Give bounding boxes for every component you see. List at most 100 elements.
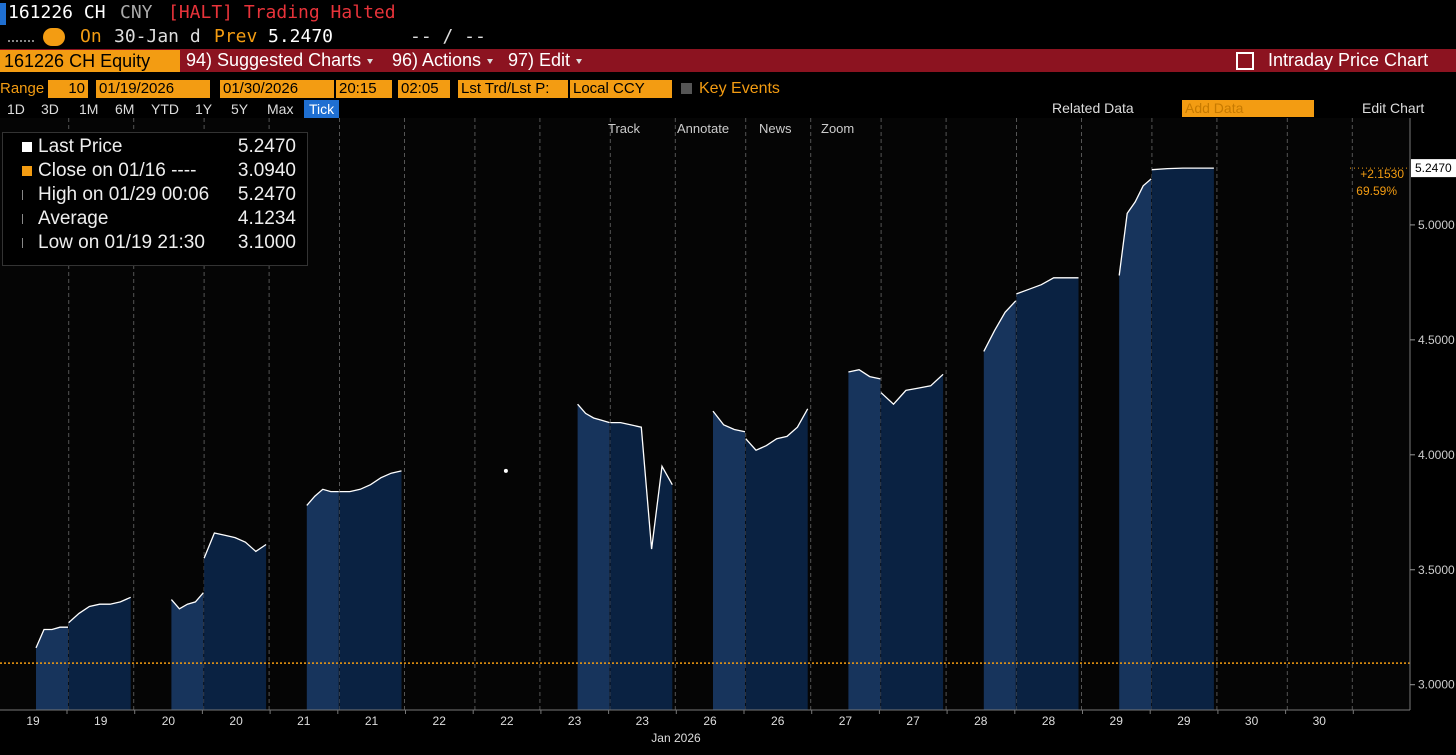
price-line [203,532,267,559]
range-label: Range [0,80,45,97]
period-button[interactable]: Tick [304,100,340,118]
x-tick-label: 27 [839,714,853,728]
price-area [577,404,610,710]
price-line [339,470,402,493]
price-line [1151,167,1214,171]
last-price-label: 5.2470 [1415,161,1452,175]
price-area [36,627,68,710]
x-tick-label: 22 [433,714,447,728]
legend-value: 3.1000 [237,232,296,253]
legend-marker [22,238,33,248]
x-tick-label: 20 [229,714,243,728]
related-data[interactable]: Related Data [1052,100,1134,116]
chart-tool[interactable]: Zoom [821,121,855,136]
x-tick-label: 30 [1245,714,1259,728]
price-area [610,422,673,710]
start-time[interactable]: 20:15 [336,80,392,98]
x-tick-label: 27 [906,714,920,728]
x-tick-label: 29 [1110,714,1124,728]
price-line [68,596,131,624]
price-area [1119,178,1152,710]
key-events: Key Events [699,80,780,97]
checkbox[interactable] [681,83,692,94]
menu[interactable]: 94) Suggested Charts [186,50,374,71]
legend-label: Close on 01/16 ---- [38,160,197,181]
legend-label: Average [38,208,109,229]
price-type[interactable]: Lst Trd/Lst P: [458,80,568,98]
period-button[interactable]: 1Y [195,101,213,117]
change: +2.1530 [1360,167,1404,181]
price-area [983,300,1016,710]
end-time[interactable]: 02:05 [398,80,450,98]
x-tick-label: 19 [26,714,40,728]
legend-label: High on 01/29 00:06 [38,184,210,205]
legend-marker [22,166,32,176]
x-tick-label: 30 [1313,714,1327,728]
y-tick-label: 5.0000 [1418,218,1455,232]
x-tick-label: 22 [500,714,514,728]
x-tick-label: 28 [974,714,988,728]
period-button[interactable]: YTD [151,101,179,117]
period-button[interactable]: 1M [79,101,99,117]
legend-value: 5.2470 [237,184,296,205]
price-point [503,468,508,473]
price-line [610,421,673,550]
x-tick-label: 21 [365,714,379,728]
dots [8,40,34,42]
period-button[interactable]: Max [267,101,294,117]
range-count[interactable]: 10 [48,80,88,98]
price-line [35,626,68,649]
price-area [881,374,944,710]
x-tick-label: 19 [94,714,108,728]
toolbar [0,49,1456,72]
x-tick-label: 28 [1042,714,1056,728]
legend-marker [22,142,32,152]
legend-marker [22,214,33,224]
price-line [1118,178,1152,276]
period-button[interactable]: 1D [7,101,25,117]
menu[interactable]: 96) Actions [392,50,494,71]
edit-chart[interactable]: Edit Chart [1362,100,1425,116]
start-date[interactable]: 01/19/2026 [96,80,210,98]
price-line [848,369,881,380]
price-area [848,369,881,710]
add-data[interactable]: Add Data [1182,100,1314,117]
y-tick-label: 4.5000 [1418,333,1455,347]
popout-icon[interactable] [1236,52,1254,70]
end-date[interactable]: 01/30/2026 [220,80,334,98]
price-area [1016,277,1079,710]
period-button[interactable]: 3D [41,101,59,117]
price-line [880,373,944,406]
security[interactable]: 161226 CH Equity [0,50,180,72]
price-line [170,592,204,610]
date: 30-Jan d [114,26,201,47]
period-button[interactable]: 6M [115,101,135,117]
x-axis-label: Jan 2026 [651,731,701,745]
y-tick-label: 3.5000 [1418,563,1455,577]
price-area [204,533,267,710]
prev-label: Prev [214,26,258,47]
price-line [712,410,746,433]
currency-select[interactable]: Local CCY [570,80,672,98]
chart-tool[interactable]: Track [608,121,641,136]
y-tick-label: 3.0000 [1418,678,1455,692]
price-line [577,403,610,424]
x-tick-label: 21 [297,714,311,728]
menu[interactable]: 97) Edit [508,50,583,71]
legend-label: Low on 01/19 21:30 [38,232,205,253]
price-line [983,300,1017,352]
legend-value: 4.1234 [237,208,296,229]
price-area [1151,168,1214,711]
period-button[interactable]: 5Y [231,101,249,117]
change-pct: 69.59% [1356,184,1397,198]
x-tick-label: 20 [162,714,176,728]
price-area [713,411,745,710]
chart-tool[interactable]: Annotate [677,121,730,136]
legend-value: 3.0940 [237,160,296,181]
price-area [339,470,402,710]
cursor-mark [0,3,6,25]
chart-tool[interactable]: News [759,121,792,136]
legend-label: Last Price [38,136,123,157]
price-area [68,597,131,710]
